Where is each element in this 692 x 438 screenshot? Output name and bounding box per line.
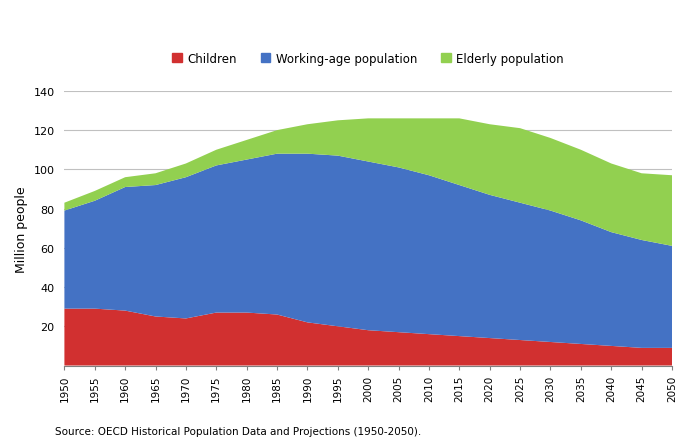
Text: Source: OECD Historical Population Data and Projections (1950-2050).: Source: OECD Historical Population Data … [55, 426, 421, 436]
Y-axis label: Million people: Million people [15, 185, 28, 272]
Legend: Children, Working-age population, Elderly population: Children, Working-age population, Elderl… [167, 48, 569, 71]
